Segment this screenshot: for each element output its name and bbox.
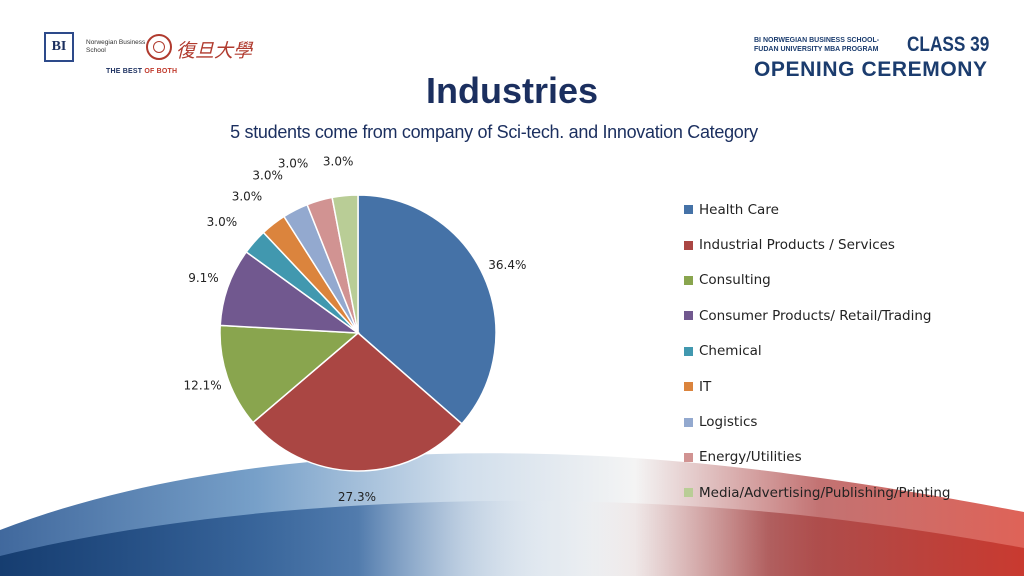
data-label: 27.3%: [338, 490, 376, 504]
data-label: 3.0%: [252, 168, 283, 182]
fudan-university-name: 復旦大學: [176, 40, 253, 62]
bi-tagline-accent: OF BOTH: [144, 68, 178, 75]
bi-logo-mark: BI: [44, 32, 74, 62]
legend-label: Consulting: [699, 272, 771, 289]
class-label: CLASS 39: [907, 33, 990, 56]
program-name: BI NORWEGIAN BUSINESS SCHOOL- FUDAN UNIV…: [754, 36, 879, 54]
ceremony-label: OPENING CEREMONY: [754, 58, 988, 81]
legend-swatch: [684, 488, 693, 498]
pie-slice: [357, 194, 497, 425]
program-line-1: BI NORWEGIAN BUSINESS SCHOOL-: [754, 37, 880, 44]
legend-label: Chemical: [699, 343, 762, 360]
legend-item: Consumer Products/ Retail/Trading: [684, 298, 950, 333]
bi-school-name: Norwegian Business School: [86, 39, 146, 54]
legend-swatch: [684, 275, 693, 285]
program-line-2: FUDAN UNIVERSITY MBA PROGRAM: [754, 46, 879, 53]
legend-item: Media/Advertising/Publishing/Printing: [684, 475, 950, 510]
data-label: 12.1%: [184, 378, 222, 392]
data-label: 9.1%: [188, 271, 219, 285]
legend-item: Consulting: [684, 263, 950, 298]
legend-label: Consumer Products/ Retail/Trading: [699, 307, 932, 324]
chart-title: Industries: [425, 70, 599, 111]
legend-item: Health Care: [684, 192, 950, 227]
pie-slice: [219, 250, 361, 334]
legend-swatch: [684, 240, 693, 250]
pie-slice: [219, 324, 360, 424]
legend-item: Energy/Utilities: [684, 440, 950, 475]
legend-swatch: [684, 452, 693, 462]
legend-swatch: [684, 205, 693, 215]
legend-item: Logistics: [684, 404, 950, 439]
legend-label: IT: [699, 378, 712, 395]
legend-swatch: [684, 417, 693, 427]
legend-swatch: [684, 382, 693, 392]
legend-item: IT: [684, 369, 950, 404]
fudan-seal-icon: [146, 34, 172, 60]
bi-tagline: THE BEST OF BOTH: [106, 68, 177, 75]
legend-swatch: [684, 346, 693, 356]
chart-subtitle: 5 students come from company of Sci-tech…: [230, 122, 758, 142]
data-label: 3.0%: [232, 189, 263, 203]
legend-swatch: [684, 311, 693, 321]
program-logo: BI NORWEGIAN BUSINESS SCHOOL- FUDAN UNIV…: [754, 33, 994, 84]
legend-label: Industrial Products / Services: [699, 237, 895, 254]
pie-slice: [251, 332, 463, 472]
chart-legend: Health Care Industrial Products / Service…: [684, 192, 950, 511]
data-label: 3.0%: [207, 215, 238, 229]
legend-label: Logistics: [699, 414, 758, 431]
legend-label: Media/Advertising/Publishing/Printing: [699, 484, 951, 501]
legend-item: Chemical: [684, 334, 950, 369]
legend-label: Health Care: [699, 201, 779, 218]
bi-fudan-logo: BI Norwegian Business School THE BEST OF…: [44, 32, 264, 82]
pie-slice: [331, 194, 359, 334]
legend-label: Energy/Utilities: [699, 449, 802, 466]
data-label: 3.0%: [278, 157, 309, 171]
data-label: 36.4%: [488, 258, 526, 272]
bi-tagline-prefix: THE BEST: [106, 68, 145, 75]
data-label: 3.0%: [323, 155, 354, 169]
legend-item: Industrial Products / Services: [684, 227, 950, 262]
